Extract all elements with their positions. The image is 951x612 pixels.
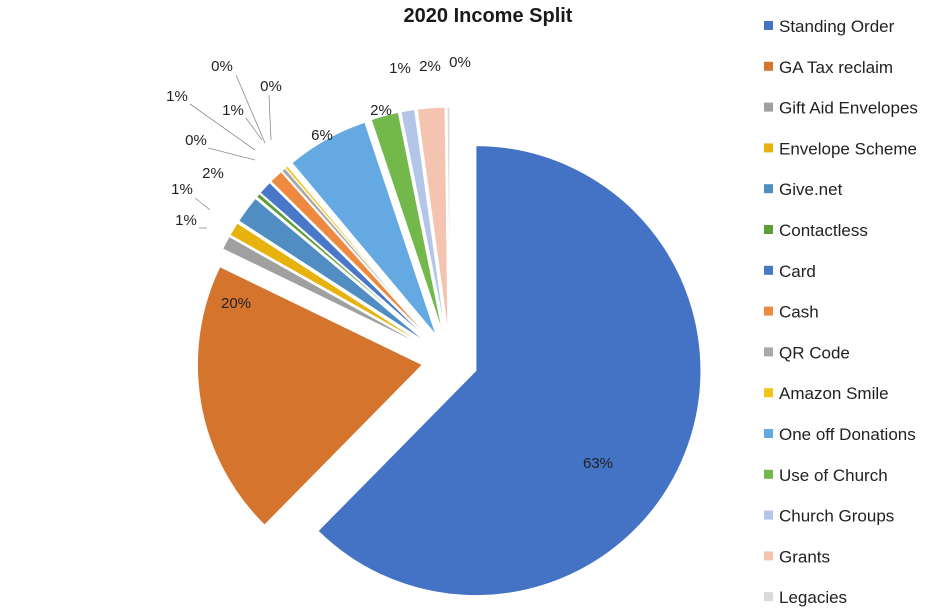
slice-grants	[416, 106, 449, 333]
legend-label-give-net: Give.net	[779, 180, 843, 199]
legend-swatch-use-of-church	[764, 469, 773, 479]
slice-one-off-donations	[291, 121, 437, 336]
data-label-legacies: 0%	[449, 54, 471, 71]
legend-label-amazon-smile: Amazon Smile	[779, 384, 889, 403]
data-label-standing-order: 63%	[583, 455, 613, 472]
legend-label-use-of-church: Use of Church	[779, 466, 888, 485]
slice-legacies	[446, 106, 451, 333]
legend-label-legacies: Legacies	[779, 588, 847, 607]
legend-label-ga-tax-reclaim: GA Tax reclaim	[779, 58, 893, 77]
slice-give-net	[238, 197, 428, 344]
leader-lines	[189, 74, 272, 229]
data-label-ga-tax-reclaim: 20%	[221, 295, 251, 312]
leader-line-amazon-smile	[268, 94, 272, 141]
leader-line-qr-code	[235, 74, 266, 144]
slice-card	[259, 181, 430, 342]
slice-standing-order	[317, 145, 702, 597]
legend-label-one-off-donations: One off Donations	[779, 425, 916, 444]
legend-swatch-gift-aid-envelopes	[764, 102, 773, 112]
legend-label-gift-aid-envelopes: Gift Aid Envelopes	[779, 99, 918, 118]
data-label-cash: 1%	[222, 102, 244, 119]
legend-label-qr-code: QR Code	[779, 343, 850, 362]
slice-church-groups	[400, 108, 446, 333]
data-labels: 63% 20% 1% 1% 2% 0% 1% 1% 0% 0% 6% 2% 1% 2% 0%	[166, 54, 613, 472]
slice-gift-aid-envelopes	[222, 235, 426, 348]
slice-envelope-scheme	[229, 222, 427, 346]
slice-amazon-smile	[284, 165, 433, 339]
legend-label-standing-order: Standing Order	[779, 17, 895, 36]
legend-swatch-standing-order	[764, 21, 773, 30]
leader-line-envelope-scheme	[194, 197, 211, 211]
legend: Standing Order GA Tax reclaim Gift Aid Env…	[764, 17, 918, 607]
legend-swatch-grants	[764, 551, 773, 561]
legend-swatch-contactless	[764, 225, 773, 234]
legend-label-cash: Cash	[779, 303, 819, 322]
legend-label-church-groups: Church Groups	[779, 507, 894, 526]
data-label-one-off-donations: 6%	[311, 127, 333, 144]
legend-swatch-envelope-scheme	[764, 143, 773, 153]
data-label-amazon-smile: 0%	[260, 78, 282, 95]
legend-label-grants: Grants	[779, 547, 830, 566]
leader-line-cash	[245, 117, 263, 141]
data-label-church-groups: 1%	[389, 60, 411, 77]
leader-line-contactless	[207, 147, 256, 161]
data-label-qr-code: 0%	[211, 58, 233, 75]
slice-use-of-church	[370, 111, 444, 334]
data-label-gift-aid-envelopes: 1%	[175, 212, 197, 229]
legend-swatch-qr-code	[764, 347, 773, 357]
legend-swatch-cash	[764, 306, 773, 316]
data-label-contactless: 0%	[185, 132, 207, 149]
data-label-card: 1%	[166, 88, 188, 105]
legend-swatch-amazon-smile	[764, 388, 773, 398]
data-label-use-of-church: 2%	[370, 102, 392, 119]
slice-cash	[270, 170, 432, 341]
pie-slices	[196, 106, 702, 597]
legend-swatch-legacies	[764, 592, 773, 602]
leader-line-card	[189, 103, 256, 151]
data-label-envelope-scheme: 1%	[171, 181, 193, 198]
data-label-give-net: 2%	[202, 165, 224, 182]
legend-label-card: Card	[779, 262, 816, 281]
legend-swatch-card	[764, 265, 773, 275]
legend-swatch-give-net	[764, 184, 773, 194]
legend-label-contactless: Contactless	[779, 221, 868, 240]
legend-swatch-one-off-donations	[764, 429, 773, 438]
data-label-grants: 2%	[419, 58, 441, 75]
legend-swatch-church-groups	[764, 510, 773, 520]
legend-swatch-ga-tax-reclaim	[764, 61, 773, 71]
chart-title: 2020 Income Split	[404, 5, 573, 27]
slice-ga-tax-reclaim	[196, 266, 424, 526]
slice-contactless	[255, 192, 430, 343]
legend-label-envelope-scheme: Envelope Scheme	[779, 139, 917, 158]
